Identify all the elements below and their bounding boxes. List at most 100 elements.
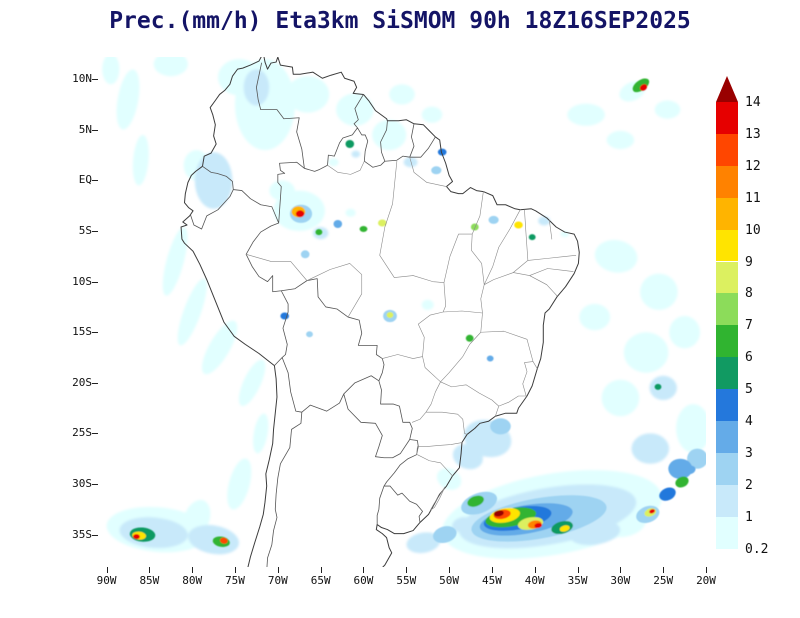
precip-map — [102, 57, 706, 567]
precip-cell — [315, 229, 323, 236]
precip-cell — [345, 140, 355, 148]
colorbar-segment — [716, 261, 738, 294]
precip-cell — [632, 78, 650, 93]
lat-label: 35S — [72, 527, 92, 541]
colorbar-segment — [716, 325, 738, 358]
lon-tick — [363, 567, 365, 573]
precip-cell — [685, 465, 696, 475]
precip-cell — [465, 334, 474, 342]
colorbar-over-arrow — [716, 76, 738, 102]
lon-tick — [235, 567, 236, 573]
colorbar-label: 6 — [745, 350, 753, 366]
lon-tick — [277, 567, 279, 573]
lon-tick — [320, 567, 322, 573]
precip-cell — [116, 69, 140, 130]
precip-cell — [676, 404, 706, 453]
precip-cell — [436, 468, 462, 490]
state-borders — [246, 157, 576, 510]
lat-tick — [92, 332, 98, 334]
precip-cell — [694, 456, 704, 464]
lat-tick — [92, 129, 98, 131]
precip-cell — [623, 332, 669, 373]
precip-cell — [389, 84, 415, 105]
precip-cell — [594, 239, 638, 273]
lon-label: 85W — [139, 574, 160, 587]
lat-label: 25S — [72, 426, 92, 440]
map-title: Prec.(mm/h) Eta3km SiSMOM 90h 18Z16SEP20… — [109, 8, 691, 34]
lon-label: 30W — [610, 574, 631, 587]
lon-label: 70W — [267, 574, 288, 587]
colorbar-segment — [716, 421, 738, 453]
lon-label: 75W — [225, 574, 245, 587]
precip-cell — [238, 359, 266, 407]
precip-cell — [669, 316, 700, 349]
precip-cell — [372, 119, 407, 151]
colorbar-label: 4 — [745, 414, 753, 429]
colorbar-segment — [716, 102, 738, 134]
precip-cell — [649, 375, 677, 400]
lon-label: 45W — [481, 574, 502, 587]
colorbar-label: 9 — [745, 254, 753, 270]
precip-cell — [640, 273, 678, 310]
precip-cell — [675, 476, 689, 488]
lat-label: 5S — [78, 224, 92, 238]
colorbar-segment — [716, 516, 738, 549]
lon-tick — [620, 567, 622, 573]
precip-cell — [328, 158, 339, 167]
precip-cell — [631, 433, 670, 464]
lat-tick — [92, 180, 98, 182]
precipitation-light-layer — [102, 57, 706, 559]
precip-cell — [102, 57, 120, 85]
precip-cell — [649, 509, 656, 514]
lat-tick — [92, 231, 98, 233]
colorbar-segment — [716, 389, 738, 421]
precip-cell — [567, 103, 605, 126]
precip-cell — [300, 250, 310, 259]
precip-cell — [437, 148, 447, 156]
lon-tick — [192, 567, 194, 573]
lat-label: EQ — [78, 173, 92, 187]
lon-label: 60W — [353, 574, 374, 587]
precip-cell — [220, 537, 228, 544]
precip-cell — [132, 134, 149, 186]
lat-tick — [92, 433, 98, 435]
colorbar-label: 11 — [745, 190, 761, 206]
lon-label: 55W — [396, 574, 417, 587]
lon-tick — [663, 567, 665, 573]
lon-label: 90W — [96, 574, 117, 587]
precip-cell — [406, 532, 441, 554]
lon-label: 80W — [182, 574, 203, 587]
precip-cell — [153, 57, 188, 77]
precip-cell — [601, 379, 640, 417]
lat-label: 30S — [72, 477, 92, 491]
colorbar-label: 7 — [745, 318, 753, 334]
lat-tick — [92, 382, 98, 384]
colorbar-label: 12 — [745, 158, 761, 174]
precip-cell — [333, 220, 343, 228]
precip-cell — [579, 303, 611, 331]
colorbar-segment — [716, 293, 738, 326]
precip-cell — [280, 312, 289, 320]
lat-tick — [92, 534, 98, 536]
precip-cell — [162, 227, 188, 296]
precip-cell — [306, 331, 313, 338]
precip-cell — [194, 152, 233, 209]
lon-tick — [149, 567, 151, 573]
lat-label: 10S — [72, 274, 92, 288]
precip-cell — [359, 226, 368, 232]
colorbar-label: 3 — [745, 445, 753, 461]
coastline — [181, 57, 579, 567]
lon-tick — [449, 567, 451, 573]
precip-cell — [345, 208, 356, 217]
lon-tick — [106, 567, 108, 573]
lat-label: 10N — [72, 72, 92, 86]
precip-cell — [177, 278, 207, 346]
country-borders — [190, 63, 435, 567]
colorbar-label: 10 — [745, 222, 761, 238]
lat-tick — [92, 79, 98, 81]
colorbar-label: 8 — [745, 286, 753, 302]
lat-label: 5N — [78, 122, 92, 136]
precip-cell — [133, 534, 140, 540]
colorbar-segment — [716, 229, 738, 262]
